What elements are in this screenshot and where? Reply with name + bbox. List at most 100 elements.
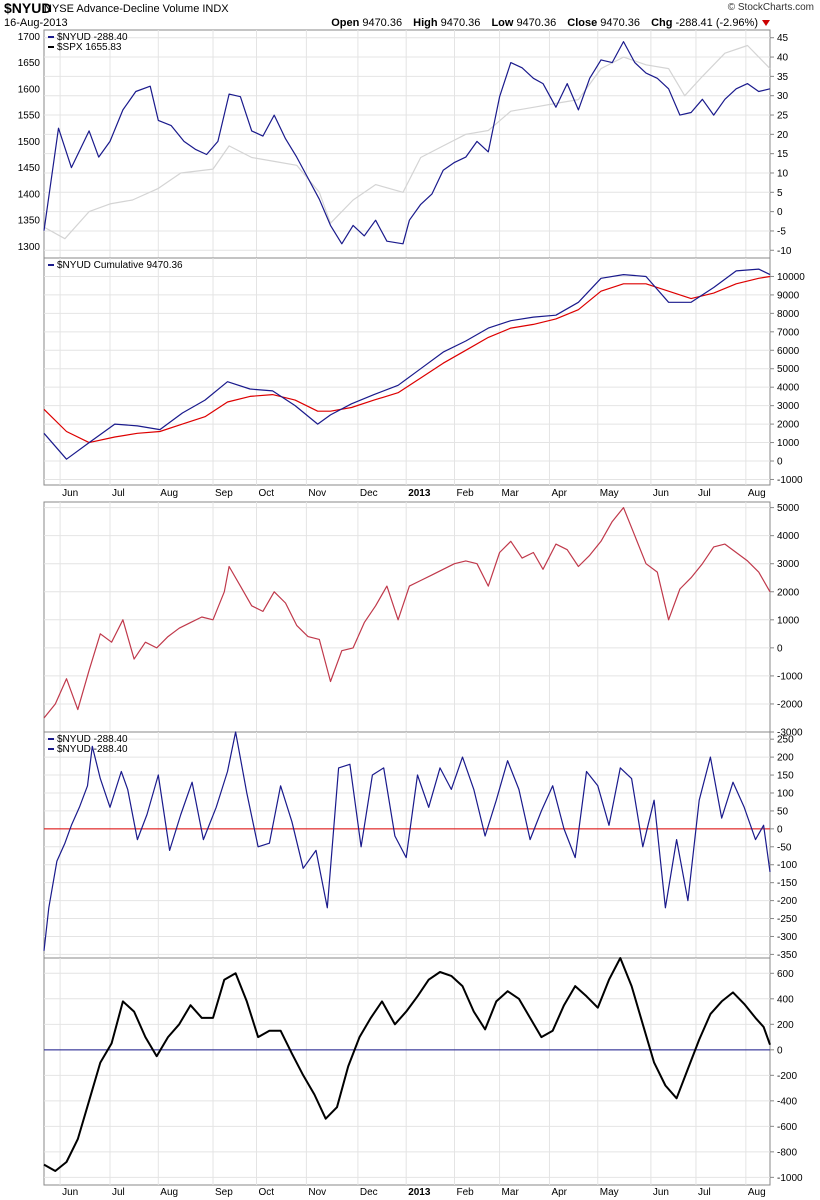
chart-header: $NYUD NYSE Advance-Decline Volume INDX 1…	[0, 0, 820, 30]
low-value: 9470.36	[516, 17, 557, 29]
x-month-label: May	[600, 488, 619, 499]
y-tick-label: -5	[777, 226, 786, 237]
y-tick-label: -1000	[777, 1173, 803, 1184]
y-tick-label: -200	[777, 896, 797, 907]
chart-date: 16-Aug-2013	[4, 17, 68, 29]
y-tick-label: 200	[777, 753, 794, 764]
y-tick-label: 4000	[777, 531, 800, 542]
y-tick-label: 0	[777, 207, 783, 218]
y-tick-label: 1000	[777, 438, 800, 449]
series-line-red	[43, 275, 771, 444]
x-month-label: Mar	[502, 488, 520, 499]
y-tick-label: 0	[777, 1045, 783, 1056]
x-month-label: Feb	[456, 488, 474, 499]
y-tick-label: 100	[777, 788, 794, 799]
x-month-label: 2013	[408, 1187, 431, 1198]
x-month-label: Jun	[62, 488, 78, 499]
x-month-label: 2013	[408, 488, 431, 499]
y-tick-label: 9000	[777, 290, 800, 301]
y-tick-label: -3000	[777, 728, 803, 739]
y-tick-label: 250	[777, 735, 794, 746]
panel-4-frame	[43, 731, 771, 959]
y-tick-label: 40	[777, 53, 789, 64]
series-line-nyud-cumulative-9470-36	[43, 268, 771, 460]
high-value: 9470.36	[440, 17, 481, 29]
down-arrow-icon	[762, 20, 770, 27]
x-month-label: Jul	[698, 488, 711, 499]
panel-1-frame	[43, 29, 771, 259]
y-tick-label: -800	[777, 1147, 797, 1158]
chg-label: Chg	[651, 17, 673, 29]
y-tick-label: 7000	[777, 327, 800, 338]
x-month-label: Feb	[456, 1187, 474, 1198]
y-tick-label: 5000	[777, 364, 800, 375]
close-value: 9470.36	[600, 17, 640, 29]
y-tick-label: 50	[777, 806, 789, 817]
y-tick-label: 30	[777, 91, 789, 102]
open-label: Open	[331, 17, 360, 29]
y-tick-label: 15	[777, 149, 789, 160]
left-y-tick-label: 1650	[18, 58, 41, 69]
open-value: 9470.36	[362, 17, 403, 29]
y-tick-label: 150	[777, 771, 794, 782]
x-month-label: Aug	[748, 1187, 766, 1198]
y-tick-label: -1000	[777, 475, 803, 486]
y-tick-label: 8000	[777, 309, 800, 320]
y-tick-label: 1000	[777, 615, 800, 626]
y-tick-label: -600	[777, 1122, 797, 1133]
y-tick-label: 0	[777, 643, 783, 654]
y-tick-label: 6000	[777, 346, 800, 357]
y-tick-label: -200	[777, 1071, 797, 1082]
x-month-label: Sep	[215, 1187, 233, 1198]
x-month-label: Jun	[653, 1187, 669, 1198]
y-tick-label: -300	[777, 932, 797, 943]
y-tick-label: -250	[777, 914, 797, 925]
y-tick-label: 0	[777, 824, 783, 835]
left-y-tick-label: 1350	[18, 216, 41, 227]
y-tick-label: 10	[777, 168, 789, 179]
x-month-label: Dec	[360, 488, 378, 499]
y-tick-label: -350	[777, 950, 797, 961]
x-month-label: Apr	[551, 1187, 567, 1198]
y-tick-label: 3000	[777, 401, 800, 412]
y-tick-label: 400	[777, 994, 794, 1005]
panel-5-frame	[43, 957, 771, 1186]
legend-entry: $SPX 1655.83	[57, 42, 122, 53]
left-y-tick-label: 1550	[18, 111, 41, 122]
x-month-label: Jul	[112, 488, 125, 499]
symbol-name: NYSE Advance-Decline Volume INDX	[44, 3, 229, 15]
x-month-label: Apr	[551, 488, 567, 499]
x-month-label: Aug	[748, 488, 766, 499]
x-month-label: Jul	[112, 1187, 125, 1198]
legend-entry: $NYUD Cumulative 9470.36	[57, 260, 183, 271]
series-line-crimson	[43, 507, 771, 719]
x-month-label: Jun	[653, 488, 669, 499]
y-tick-label: 4000	[777, 383, 800, 394]
y-tick-label: 200	[777, 1020, 794, 1031]
y-tick-label: -50	[777, 842, 792, 853]
y-tick-label: 2000	[777, 587, 800, 598]
y-tick-label: 600	[777, 969, 794, 980]
x-month-label: Dec	[360, 1187, 378, 1198]
brand-watermark: © StockCharts.com	[727, 2, 814, 13]
y-tick-label: -400	[777, 1096, 797, 1107]
left-y-tick-label: 1500	[18, 137, 41, 148]
panel-2-frame	[43, 257, 771, 486]
left-y-tick-label: 1700	[18, 32, 41, 43]
x-month-label: Sep	[215, 488, 233, 499]
y-tick-label: 10000	[777, 272, 805, 283]
legend-entry: $NYUD -288.40	[57, 32, 128, 43]
x-month-label: Mar	[502, 1187, 520, 1198]
x-month-label: Jun	[62, 1187, 78, 1198]
y-tick-label: -1000	[777, 671, 803, 682]
x-month-label: Jul	[698, 1187, 711, 1198]
x-month-label: Oct	[258, 1187, 274, 1198]
x-month-label: Aug	[160, 488, 178, 499]
series-line-black	[43, 957, 771, 1172]
y-tick-label: -10	[777, 246, 792, 257]
y-tick-label: 2000	[777, 420, 800, 431]
series-line-nyud	[43, 731, 771, 951]
x-month-label: Nov	[308, 1187, 326, 1198]
symbol-title: $NYUD	[4, 0, 52, 16]
